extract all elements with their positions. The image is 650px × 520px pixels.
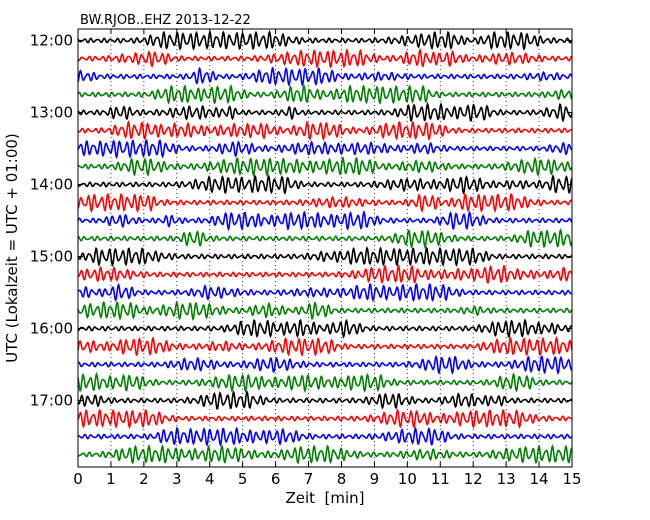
x-tick-label-14: 14 xyxy=(530,470,549,488)
trace-7 xyxy=(77,138,573,160)
x-tick-label-9: 9 xyxy=(370,470,380,488)
x-tick-label-2: 2 xyxy=(139,470,149,488)
trace-20 xyxy=(77,371,573,394)
trace-13 xyxy=(77,246,573,268)
x-tick-label-12: 12 xyxy=(464,470,483,488)
trace-3 xyxy=(77,66,573,87)
x-tick-label-13: 13 xyxy=(497,470,516,488)
x-tick-label-1: 1 xyxy=(106,470,116,488)
trace-11 xyxy=(77,210,573,232)
y-tick-label-17:00: 17:00 xyxy=(30,392,73,410)
x-tick-label-4: 4 xyxy=(205,470,215,488)
x-tick-label-3: 3 xyxy=(172,470,182,488)
trace-18 xyxy=(77,335,573,357)
seismogram-traces xyxy=(77,29,573,465)
trace-14 xyxy=(77,264,573,285)
trace-2 xyxy=(77,48,573,69)
trace-24 xyxy=(77,444,573,465)
x-tick-label-0: 0 xyxy=(73,470,83,488)
y-tick-label-16:00: 16:00 xyxy=(30,320,73,338)
trace-5 xyxy=(77,102,573,123)
trace-9 xyxy=(77,173,573,195)
y-tick-label-13:00: 13:00 xyxy=(30,104,73,122)
trace-21 xyxy=(77,389,573,410)
trace-16 xyxy=(77,300,573,321)
x-tick-label-15: 15 xyxy=(562,470,581,488)
trace-6 xyxy=(77,120,573,142)
x-tick-label-10: 10 xyxy=(398,470,417,488)
x-tick-label-5: 5 xyxy=(238,470,248,488)
trace-17 xyxy=(77,318,573,339)
x-tick-label-7: 7 xyxy=(304,470,314,488)
plot-frame xyxy=(77,28,573,468)
x-axis-label: Zeit [min] xyxy=(285,489,364,507)
x-tick-label-6: 6 xyxy=(271,470,281,488)
trace-15 xyxy=(77,282,573,303)
y-tick-label-12:00: 12:00 xyxy=(30,32,73,50)
y-tick-label-15:00: 15:00 xyxy=(30,248,73,266)
trace-8 xyxy=(77,156,573,178)
trace-10 xyxy=(77,192,573,214)
y-axis-ticks: 12:00 13:00 14:00 15:00 16:00 17:00 xyxy=(30,32,572,410)
x-tick-label-11: 11 xyxy=(431,470,450,488)
trace-4 xyxy=(77,84,573,105)
x-tick-label-8: 8 xyxy=(337,470,347,488)
trace-1 xyxy=(77,29,573,51)
trace-22 xyxy=(77,408,573,430)
y-tick-label-14:00: 14:00 xyxy=(30,176,73,194)
x-axis-ticks: 0 1 2 3 4 5 6 7 8 9 10 11 12 13 14 15 xyxy=(73,29,582,488)
y-axis-label: UTC (Lokalzeit = UTC + 01:00) xyxy=(3,133,21,363)
trace-19 xyxy=(77,354,573,376)
chart-title: BW.RJOB..EHZ 2013-12-22 xyxy=(80,13,251,28)
trace-12 xyxy=(77,228,573,249)
trace-23 xyxy=(77,426,573,447)
